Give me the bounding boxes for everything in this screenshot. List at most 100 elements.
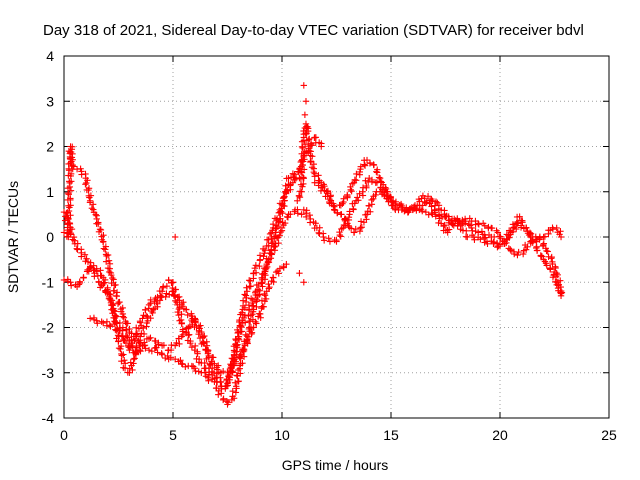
data-point-interp xyxy=(296,188,304,195)
data-point-interp xyxy=(169,279,176,286)
data-point-interp xyxy=(249,296,257,304)
data-point-interp xyxy=(305,145,313,152)
data-point-interp xyxy=(265,280,272,288)
data-point xyxy=(455,217,462,225)
data-point-interp xyxy=(109,274,116,282)
data-point-interp xyxy=(64,185,72,192)
data-point-interp xyxy=(548,255,555,262)
data-point-interp xyxy=(275,209,283,217)
data-point-interp xyxy=(398,202,406,210)
data-point xyxy=(477,236,484,243)
data-point-interp xyxy=(174,308,181,316)
data-point-interp xyxy=(327,193,334,200)
data-point xyxy=(165,276,172,284)
data-point-interp xyxy=(110,276,117,283)
data-point-interp xyxy=(68,158,75,165)
data-point-interp xyxy=(238,328,245,335)
data-point xyxy=(514,220,521,227)
y-tick-label: -3 xyxy=(42,365,55,381)
data-point xyxy=(276,265,284,272)
data-point-interp xyxy=(493,239,501,247)
data-point xyxy=(158,351,166,358)
y-tick-label: 4 xyxy=(46,48,54,64)
data-point-interp xyxy=(232,379,239,386)
data-point-interp xyxy=(258,280,265,287)
data-point-interp xyxy=(133,324,140,331)
data-point-interp xyxy=(179,328,186,335)
data-point-interp xyxy=(105,295,113,302)
data-point-interp xyxy=(529,239,536,246)
data-point-interp xyxy=(224,399,232,406)
data-point-interp xyxy=(367,208,374,215)
data-point xyxy=(516,213,523,220)
data-point-interp xyxy=(88,205,96,212)
data-point-interp xyxy=(226,365,234,373)
data-point-interp xyxy=(148,347,156,355)
data-point xyxy=(219,396,227,404)
data-point-interp xyxy=(119,304,126,312)
data-point-interp xyxy=(128,342,136,350)
data-point-interp xyxy=(263,264,270,272)
data-point-interp xyxy=(357,163,364,170)
data-point-interp xyxy=(177,357,184,364)
data-point-interp xyxy=(524,230,532,237)
data-point-interp xyxy=(63,209,70,217)
data-point-interp xyxy=(340,221,348,229)
data-point xyxy=(283,260,290,268)
data-point-interp xyxy=(515,248,522,256)
data-point-interp xyxy=(140,330,148,338)
data-point-interp xyxy=(69,236,76,243)
data-point-interp xyxy=(120,351,127,358)
data-point-interp xyxy=(65,167,73,174)
data-point-interp xyxy=(185,331,193,338)
data-point-interp xyxy=(549,260,556,268)
data-point-interp xyxy=(370,161,378,169)
data-point-interp xyxy=(66,178,73,185)
data-point-interp xyxy=(312,220,319,227)
data-point-interp xyxy=(141,342,149,349)
data-point xyxy=(145,301,153,309)
data-point-interp xyxy=(357,218,365,225)
data-point-interp xyxy=(138,322,145,329)
data-point-interp xyxy=(192,319,199,326)
data-point-interp xyxy=(414,202,421,209)
data-point-interp xyxy=(524,243,531,251)
data-point-interp xyxy=(300,166,308,173)
data-point xyxy=(442,213,449,220)
data-point-interp xyxy=(280,264,287,271)
data-point xyxy=(67,279,74,286)
data-point-interp xyxy=(101,246,109,253)
data-point-interp xyxy=(353,170,360,178)
data-point-interp xyxy=(233,342,240,349)
data-point-interp xyxy=(178,320,185,327)
data-point-interp xyxy=(488,224,496,232)
data-point-interp xyxy=(506,246,514,253)
data-point-interp xyxy=(115,338,122,345)
data-point xyxy=(178,360,185,367)
data-point-interp xyxy=(129,366,136,374)
data-point-interp xyxy=(269,274,277,281)
data-point-interp xyxy=(65,191,72,198)
data-point-interp xyxy=(301,148,308,156)
data-point-interp xyxy=(147,296,154,304)
data-point-interp xyxy=(157,292,164,299)
data-point-interp xyxy=(241,319,249,326)
data-point-interp xyxy=(76,278,83,285)
y-tick-label: 0 xyxy=(46,229,54,245)
data-point-interp xyxy=(342,222,349,229)
data-point xyxy=(86,315,94,322)
data-point-interp xyxy=(141,339,148,346)
data-point-interp xyxy=(174,294,181,301)
data-point-interp xyxy=(348,187,355,195)
data-point-interp xyxy=(275,239,282,247)
data-point-interp xyxy=(330,200,337,207)
data-point-outlier xyxy=(302,98,310,105)
data-point-interp xyxy=(94,320,101,327)
data-point-interp xyxy=(232,358,240,365)
data-point-interp xyxy=(256,262,263,270)
data-point-interp xyxy=(445,226,453,233)
data-point-interp xyxy=(120,314,128,321)
data-point-interp xyxy=(112,281,119,289)
data-point xyxy=(65,220,72,227)
